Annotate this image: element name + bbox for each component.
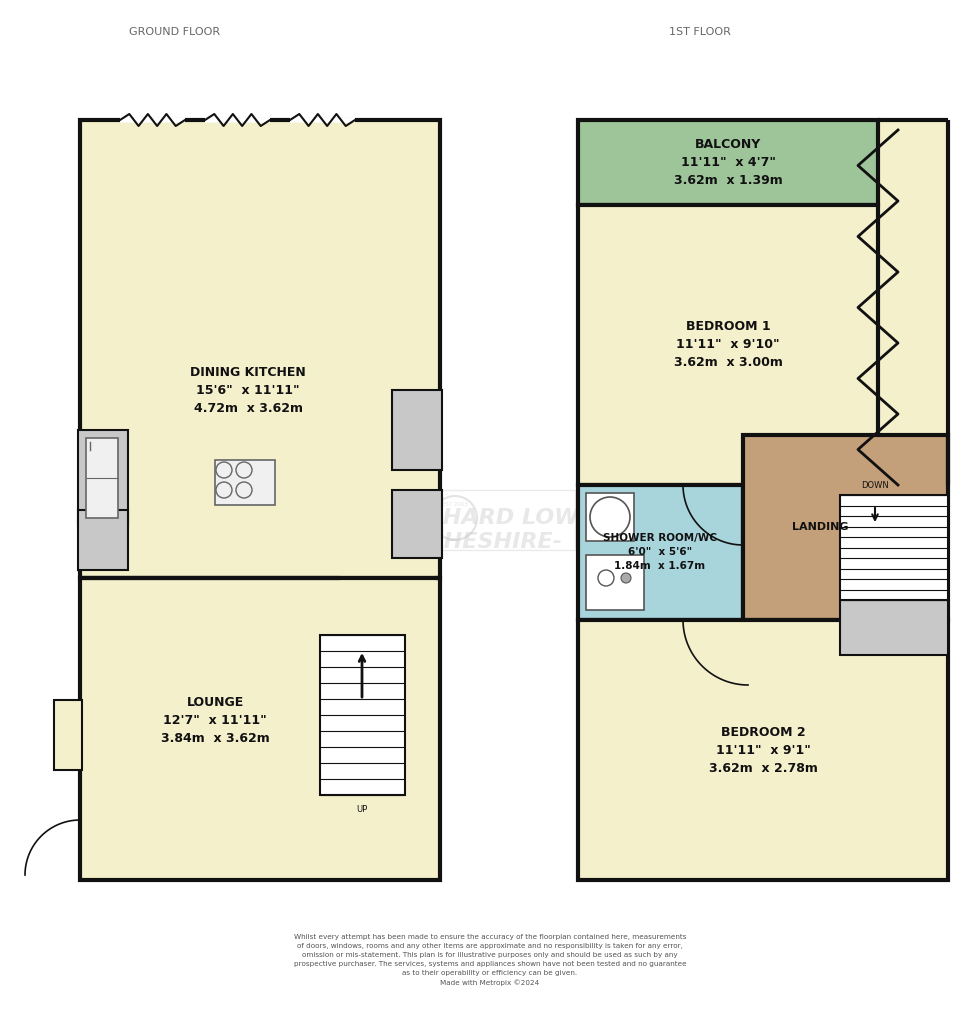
Bar	[392, 490, 442, 558]
Circle shape	[621, 573, 631, 583]
Bar	[80, 120, 440, 578]
Bar	[320, 635, 405, 795]
Bar	[578, 485, 743, 620]
Bar	[743, 435, 948, 620]
Bar	[86, 438, 118, 518]
Bar	[840, 495, 948, 600]
Text: DINING KITCHEN
15'6"  x 11'11"
4.72m  x 3.62m: DINING KITCHEN 15'6" x 11'11" 4.72m x 3.…	[190, 365, 306, 415]
Bar	[586, 555, 644, 610]
Text: DOWN: DOWN	[861, 481, 889, 489]
Text: BEDROOM 1
11'11"  x 9'10"
3.62m  x 3.00m: BEDROOM 1 11'11" x 9'10" 3.62m x 3.00m	[673, 321, 782, 369]
Bar	[578, 120, 878, 205]
Bar	[578, 620, 948, 880]
Bar	[78, 430, 128, 525]
Bar	[878, 120, 948, 485]
Bar	[586, 493, 634, 541]
Text: UP: UP	[357, 805, 368, 815]
Text: LOUNGE
12'7"  x 11'11"
3.84m  x 3.62m: LOUNGE 12'7" x 11'11" 3.84m x 3.62m	[161, 696, 270, 744]
Text: LANDING: LANDING	[792, 522, 849, 533]
Text: RICHARD LOW
-CHESHIRE-: RICHARD LOW -CHESHIRE-	[401, 509, 579, 551]
Text: SHOWER ROOM/WC
6'0"  x 5'6"
1.84m  x 1.67m: SHOWER ROOM/WC 6'0" x 5'6" 1.84m x 1.67m	[603, 533, 717, 571]
Text: Whilst every attempt has been made to ensure the accuracy of the floorplan conta: Whilst every attempt has been made to en…	[294, 934, 686, 986]
Bar	[54, 700, 82, 770]
Text: BALCONY
11'11"  x 4'7"
3.62m  x 1.39m: BALCONY 11'11" x 4'7" 3.62m x 1.39m	[673, 138, 782, 186]
Text: GROUND FLOOR: GROUND FLOOR	[129, 27, 220, 37]
Text: EST 2003: EST 2003	[442, 503, 467, 508]
Bar	[80, 578, 440, 880]
Bar	[78, 510, 128, 570]
Bar	[215, 460, 275, 505]
Circle shape	[590, 497, 630, 537]
Bar	[578, 205, 878, 485]
Bar	[315, 490, 575, 550]
Bar	[392, 390, 442, 470]
Text: BEDROOM 2
11'11"  x 9'1"
3.62m  x 2.78m: BEDROOM 2 11'11" x 9'1" 3.62m x 2.78m	[709, 726, 817, 774]
Bar	[840, 600, 948, 655]
Text: 1ST FLOOR: 1ST FLOOR	[669, 27, 731, 37]
